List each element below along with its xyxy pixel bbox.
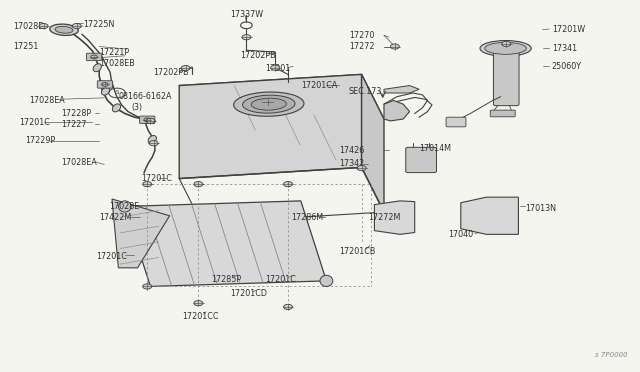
Circle shape (502, 41, 511, 46)
FancyBboxPatch shape (140, 116, 155, 124)
Circle shape (144, 118, 150, 122)
FancyBboxPatch shape (406, 147, 436, 173)
Text: 17040: 17040 (448, 230, 473, 239)
FancyBboxPatch shape (97, 81, 113, 88)
Text: 17201CA: 17201CA (301, 81, 337, 90)
Text: 17227: 17227 (61, 120, 86, 129)
Text: 17341: 17341 (552, 44, 577, 53)
Ellipse shape (113, 104, 120, 112)
Text: 17285P: 17285P (211, 275, 241, 283)
Text: 17201C: 17201C (266, 275, 296, 283)
Circle shape (149, 141, 158, 146)
Polygon shape (374, 201, 415, 234)
Text: 17014M: 17014M (419, 144, 451, 153)
Circle shape (143, 284, 152, 289)
Text: 17286M: 17286M (291, 213, 323, 222)
Text: 08166-6162A: 08166-6162A (118, 92, 172, 101)
Ellipse shape (320, 275, 333, 286)
Text: 17028EB: 17028EB (99, 59, 135, 68)
Text: 17028D: 17028D (13, 22, 44, 31)
Circle shape (72, 23, 81, 29)
Ellipse shape (55, 26, 73, 33)
Text: 17201C: 17201C (141, 174, 172, 183)
Circle shape (194, 182, 203, 187)
Circle shape (390, 44, 399, 49)
Circle shape (143, 182, 152, 187)
Circle shape (181, 65, 190, 71)
Polygon shape (179, 74, 362, 179)
Polygon shape (112, 199, 170, 268)
Circle shape (271, 65, 280, 70)
Text: 17201: 17201 (266, 64, 291, 73)
Ellipse shape (252, 98, 286, 110)
Circle shape (357, 166, 366, 171)
Circle shape (146, 118, 155, 124)
Ellipse shape (480, 41, 531, 56)
Text: SEC.173: SEC.173 (349, 87, 382, 96)
Text: 25060Y: 25060Y (552, 62, 582, 71)
Text: s 7P0000: s 7P0000 (595, 352, 628, 358)
Circle shape (284, 182, 292, 187)
Circle shape (284, 304, 292, 310)
Polygon shape (179, 74, 384, 130)
Ellipse shape (93, 64, 101, 72)
Polygon shape (384, 86, 419, 93)
Text: 17202PB: 17202PB (154, 68, 189, 77)
Text: 17337W: 17337W (230, 10, 264, 19)
Text: 17270: 17270 (349, 31, 374, 40)
Polygon shape (362, 74, 384, 212)
Circle shape (39, 23, 48, 29)
Circle shape (263, 99, 272, 105)
Circle shape (102, 83, 108, 86)
Text: 17225N: 17225N (83, 20, 115, 29)
Text: 17422M: 17422M (99, 213, 131, 222)
Circle shape (242, 35, 251, 40)
FancyBboxPatch shape (86, 53, 102, 61)
Text: 17028EA: 17028EA (29, 96, 65, 105)
Text: 17202PB: 17202PB (240, 51, 276, 60)
Text: 17251: 17251 (13, 42, 38, 51)
Text: 17272M: 17272M (368, 213, 401, 222)
Text: 17201C: 17201C (96, 252, 127, 261)
Ellipse shape (485, 42, 526, 54)
Circle shape (91, 55, 97, 59)
Ellipse shape (234, 92, 304, 116)
Text: S: S (115, 90, 119, 96)
Polygon shape (125, 201, 326, 286)
Text: 17201W: 17201W (552, 25, 585, 34)
Text: 17201C: 17201C (19, 118, 50, 127)
Text: 17221P: 17221P (99, 48, 129, 57)
FancyBboxPatch shape (490, 110, 515, 117)
Circle shape (194, 301, 203, 306)
Ellipse shape (118, 201, 131, 212)
Text: 17426: 17426 (339, 146, 364, 155)
Ellipse shape (50, 24, 78, 35)
Polygon shape (461, 197, 518, 234)
Text: 17013N: 17013N (525, 204, 556, 213)
Ellipse shape (148, 135, 156, 144)
Text: 17201CD: 17201CD (230, 289, 268, 298)
Text: 17228P: 17228P (61, 109, 91, 118)
Text: 17342: 17342 (339, 159, 364, 168)
Text: 17028E: 17028E (109, 202, 139, 211)
Text: 17028EA: 17028EA (61, 158, 97, 167)
Polygon shape (384, 100, 410, 121)
FancyBboxPatch shape (446, 117, 466, 127)
Text: 17201CB: 17201CB (339, 247, 376, 256)
Ellipse shape (243, 95, 295, 113)
Text: 17229P: 17229P (26, 136, 56, 145)
FancyBboxPatch shape (493, 51, 519, 106)
Ellipse shape (102, 87, 109, 95)
Text: (3): (3) (131, 103, 142, 112)
Text: 17272: 17272 (349, 42, 374, 51)
Text: 17201CC: 17201CC (182, 312, 219, 321)
